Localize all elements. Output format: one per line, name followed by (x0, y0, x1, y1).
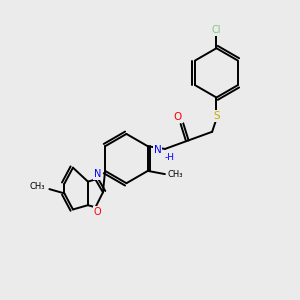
Text: N: N (154, 145, 161, 155)
Text: Cl: Cl (212, 25, 221, 35)
Text: CH₃: CH₃ (168, 169, 183, 178)
Text: N: N (94, 169, 101, 179)
Text: -H: -H (164, 153, 174, 162)
Text: CH₃: CH₃ (30, 182, 45, 191)
Text: O: O (94, 207, 101, 217)
Text: S: S (213, 111, 220, 121)
Text: O: O (174, 112, 182, 122)
